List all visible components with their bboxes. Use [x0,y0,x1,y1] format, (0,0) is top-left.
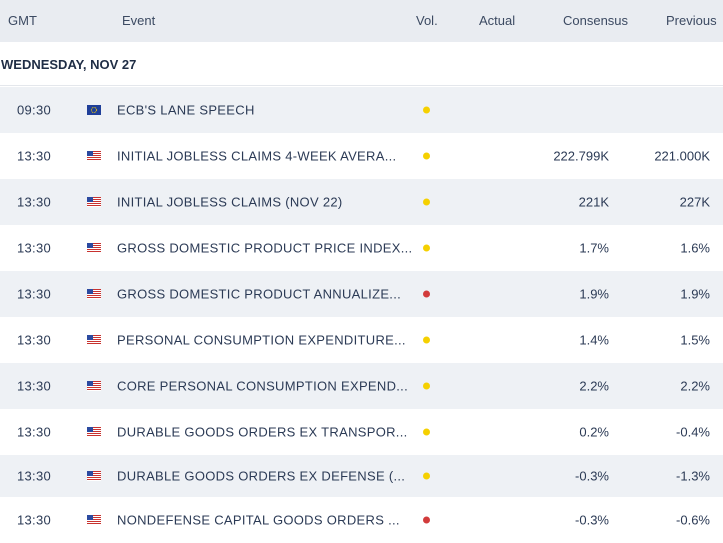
header-event[interactable]: Event [122,13,156,28]
eu-flag-icon [87,105,101,115]
event-name[interactable]: NONDEFENSE CAPITAL GOODS ORDERS ... [117,512,400,528]
volatility-dot-icon [423,244,430,252]
volatility-dot-icon [423,152,430,160]
event-name[interactable]: PERSONAL CONSUMPTION EXPENDITURE... [117,332,406,348]
consensus-value: 1.9% [579,286,609,302]
previous-value: 1.6% [680,240,710,256]
us-flag-icon [87,335,101,345]
volatility-dot-icon [423,428,430,436]
previous-value: 1.5% [680,332,710,348]
previous-value: 1.9% [680,286,710,302]
volatility-dot-icon [423,382,430,390]
previous-value: 221.000K [654,148,710,164]
consensus-value: 221K [578,194,609,210]
volatility-dot-icon [423,472,430,480]
event-time: 13:30 [17,468,52,484]
event-name[interactable]: INITIAL JOBLESS CLAIMS 4-WEEK AVERA... [117,148,397,164]
event-row[interactable]: 13:30 DURABLE GOODS ORDERS EX TRANSPOR...… [0,409,723,455]
event-time: 13:30 [17,512,52,528]
consensus-value: 1.4% [579,332,609,348]
header-volatility[interactable]: Vol. [416,13,438,28]
event-row[interactable]: 09:30 ECB'S LANE SPEECH [0,87,723,133]
us-flag-icon [87,197,101,207]
previous-value: -0.4% [676,424,710,440]
consensus-value: 0.2% [579,424,609,440]
event-name[interactable]: INITIAL JOBLESS CLAIMS (NOV 22) [117,194,343,210]
volatility-dot-icon [423,198,430,206]
event-row[interactable]: 13:30 CORE PERSONAL CONSUMPTION EXPEND...… [0,363,723,409]
consensus-value: -0.3% [575,468,609,484]
previous-value: -0.6% [676,512,710,528]
event-name[interactable]: DURABLE GOODS ORDERS EX DEFENSE (... [117,468,406,484]
consensus-value: -0.3% [575,512,609,528]
event-time: 13:30 [17,378,52,394]
date-group-header: WEDNESDAY, NOV 27 [0,42,723,86]
event-name[interactable]: CORE PERSONAL CONSUMPTION EXPEND... [117,378,409,394]
header-actual[interactable]: Actual [479,13,516,28]
event-name[interactable]: DURABLE GOODS ORDERS EX TRANSPOR... [117,424,408,440]
event-row[interactable]: 13:30 INITIAL JOBLESS CLAIMS (NOV 22) 221K… [0,179,723,225]
us-flag-icon [87,427,101,437]
header-previous[interactable]: Previous [666,13,717,28]
event-row[interactable]: 13:30 GROSS DOMESTIC PRODUCT PRICE INDEX.… [0,225,723,271]
previous-value: 2.2% [680,378,710,394]
table-header: GMT Event Vol. Actual Consensus Previous [0,0,723,42]
us-flag-icon [87,471,101,481]
volatility-dot-icon [423,516,430,524]
volatility-dot-icon [423,290,430,298]
us-flag-icon [87,515,101,525]
previous-value: 227K [679,194,710,210]
event-row[interactable]: 13:30 NONDEFENSE CAPITAL GOODS ORDERS ...… [0,497,723,543]
header-gmt[interactable]: GMT [8,13,37,28]
us-flag-icon [87,243,101,253]
consensus-value: 1.7% [579,240,609,256]
volatility-dot-icon [423,336,430,344]
date-label: WEDNESDAY, NOV 27 [1,57,137,72]
event-time: 13:30 [17,286,52,302]
event-row[interactable]: 13:30 INITIAL JOBLESS CLAIMS 4-WEEK AVERA… [0,133,723,179]
us-flag-icon [87,289,101,299]
previous-value: -1.3% [676,468,710,484]
event-name[interactable]: GROSS DOMESTIC PRODUCT ANNUALIZE... [117,286,402,302]
event-time: 13:30 [17,240,52,256]
volatility-dot-icon [423,106,430,114]
event-name[interactable]: GROSS DOMESTIC PRODUCT PRICE INDEX... [117,240,413,256]
event-time: 13:30 [17,148,52,164]
event-row[interactable]: 13:30 PERSONAL CONSUMPTION EXPENDITURE...… [0,317,723,363]
us-flag-icon [87,381,101,391]
consensus-value: 2.2% [579,378,609,394]
event-row[interactable]: 13:30 GROSS DOMESTIC PRODUCT ANNUALIZE...… [0,271,723,317]
event-time: 13:30 [17,194,52,210]
event-time: 13:30 [17,424,52,440]
header-consensus[interactable]: Consensus [563,13,629,28]
us-flag-icon [87,151,101,161]
event-name[interactable]: ECB'S LANE SPEECH [117,102,255,118]
event-time: 13:30 [17,332,52,348]
event-row[interactable]: 13:30 DURABLE GOODS ORDERS EX DEFENSE (..… [0,455,723,497]
consensus-value: 222.799K [553,148,609,164]
event-time: 09:30 [17,102,52,118]
